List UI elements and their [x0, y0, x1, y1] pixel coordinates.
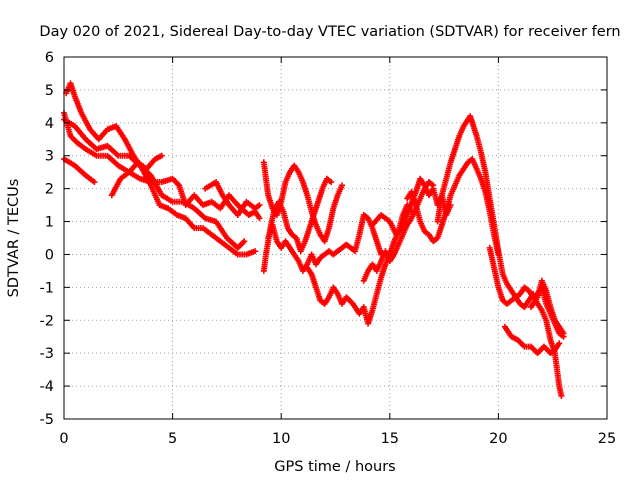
y-tick-label: 1 — [45, 215, 54, 231]
grid-lines — [64, 57, 607, 419]
y-tick-label: -3 — [40, 346, 54, 362]
data-point — [256, 215, 263, 222]
x-tick-label: 0 — [59, 431, 68, 447]
data-point — [328, 179, 335, 186]
series-track-7 — [260, 159, 346, 245]
data-point — [91, 179, 98, 186]
series-track-16 — [501, 323, 563, 357]
x-tick-label: 20 — [489, 431, 507, 447]
data-point — [241, 238, 248, 245]
y-tick-labels: -5 -4 -3 -2 -1 0 1 2 3 4 5 6 — [40, 50, 54, 428]
y-tick-label: 4 — [45, 116, 54, 132]
x-tick-label: 5 — [168, 431, 177, 447]
y-tick-label: 2 — [45, 182, 54, 198]
data-point — [339, 182, 346, 189]
series-track-17 — [527, 277, 567, 337]
series-track-2 — [61, 156, 98, 186]
x-axis-label: GPS time / hours — [274, 459, 395, 475]
x-tick-label: 15 — [381, 431, 399, 447]
y-axis-label: SDTVAR / TECUs — [6, 179, 22, 298]
series-track-5 — [108, 152, 165, 199]
data-point — [252, 248, 259, 255]
series-track-6 — [202, 179, 263, 218]
y-tick-label: 3 — [45, 149, 54, 165]
y-tick-label: -5 — [40, 412, 54, 428]
y-tick-label: 0 — [45, 247, 54, 263]
series-track-13 — [404, 156, 502, 258]
data-point — [256, 202, 263, 209]
x-tick-label: 10 — [272, 431, 290, 447]
plot-frame — [63, 56, 608, 420]
axis-ticks — [63, 56, 608, 420]
series-track-15 — [486, 244, 565, 399]
series-track-9 — [265, 211, 385, 274]
x-tick-label: 25 — [598, 431, 616, 447]
y-tick-label: -4 — [40, 379, 54, 395]
series-track-10 — [304, 202, 415, 327]
series-track-3 — [63, 80, 259, 258]
y-tick-label: 6 — [45, 50, 54, 66]
data-point — [558, 392, 565, 399]
y-tick-label: -1 — [40, 280, 54, 296]
data-point — [158, 152, 165, 159]
y-tick-label: -2 — [40, 313, 54, 329]
data-point — [556, 340, 563, 347]
y-tick-label: 5 — [45, 83, 54, 99]
series-track-14 — [434, 113, 567, 340]
data-points — [61, 80, 567, 399]
data-point — [560, 330, 567, 337]
x-tick-labels: 0 5 10 15 20 25 — [59, 431, 616, 447]
chart-title: Day 020 of 2021, Sidereal Day-to-day VTE… — [39, 24, 620, 40]
